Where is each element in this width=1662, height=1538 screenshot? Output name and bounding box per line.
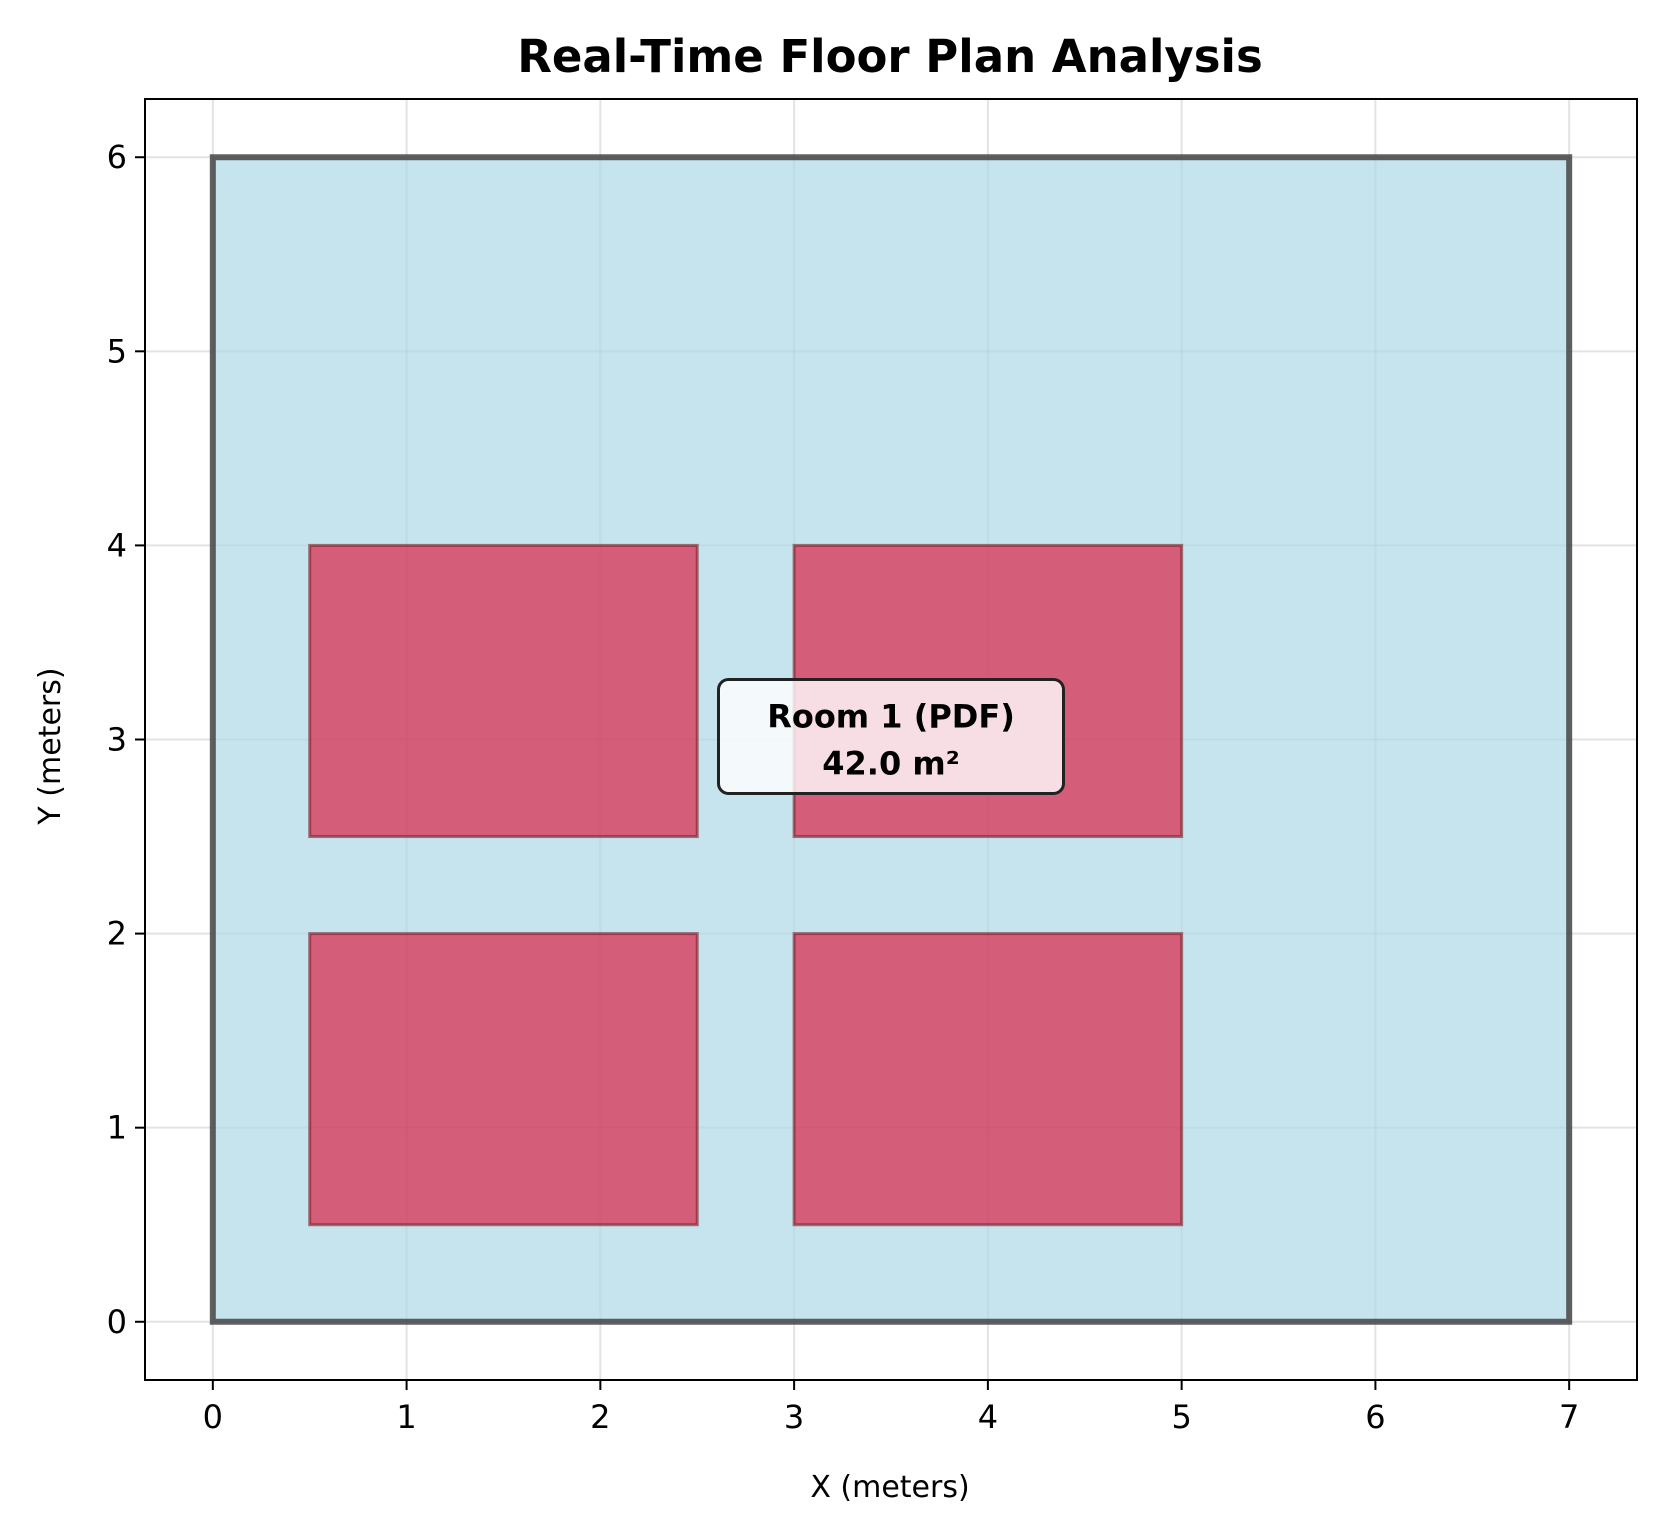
x-tick-label: 1 — [396, 1398, 416, 1436]
annotation-box — [717, 678, 1065, 795]
obstacle-rect — [308, 932, 699, 1227]
x-tick-label: 6 — [1365, 1398, 1385, 1436]
x-axis-ticks: 0 1 2 3 4 5 6 7 — [203, 1380, 1579, 1436]
x-tick-label: 4 — [978, 1398, 998, 1436]
y-tick-label: 5 — [107, 332, 127, 370]
x-tick-label: 7 — [1559, 1398, 1579, 1436]
y-axis-label: Y (meters) — [33, 667, 68, 825]
obstacle-rect — [792, 932, 1184, 1227]
y-tick-label: 1 — [107, 1109, 127, 1147]
annotation-room-area: 42.0 m² — [822, 745, 959, 783]
y-tick-label: 4 — [107, 526, 127, 564]
y-axis-ticks: 0 1 2 3 4 5 6 — [107, 138, 145, 1341]
x-tick-label: 3 — [784, 1398, 804, 1436]
obstacle-rect — [308, 543, 699, 839]
x-tick-label: 0 — [203, 1398, 223, 1436]
chart-title: Real-Time Floor Plan Analysis — [517, 30, 1263, 83]
x-axis-label: X (meters) — [810, 1470, 969, 1505]
y-tick-label: 3 — [107, 721, 127, 759]
y-tick-label: 2 — [107, 915, 127, 953]
obstacle-layer — [308, 543, 1184, 1227]
annotation-room-name: Room 1 (PDF) — [767, 698, 1015, 736]
x-tick-label: 2 — [590, 1398, 610, 1436]
y-tick-label: 6 — [107, 138, 127, 176]
y-tick-label: 0 — [107, 1303, 127, 1341]
room-annotation: Room 1 (PDF) 42.0 m² — [717, 678, 1065, 795]
x-tick-label: 5 — [1171, 1398, 1191, 1436]
